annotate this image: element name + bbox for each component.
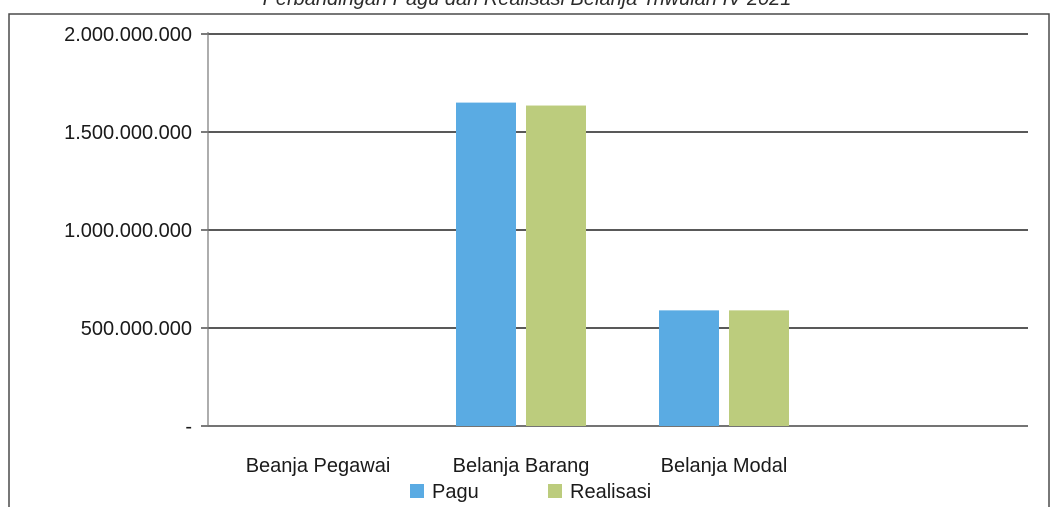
y-tick-label: 500.000.000	[81, 318, 192, 340]
y-tick-label: -	[185, 416, 192, 438]
x-axis-labels: Beanja Pegawai Belanja Barang Belanja Moda…	[246, 455, 788, 477]
chart-border	[8, 13, 1050, 512]
x-category-label: Beanja Pegawai	[246, 455, 391, 477]
bar-realisasi	[729, 310, 789, 426]
y-tick-label: 1.500.000.000	[64, 122, 192, 144]
x-category-label: Belanja Modal	[661, 455, 788, 477]
legend: Pagu Realisasi	[410, 481, 651, 503]
bar-pagu	[456, 102, 516, 426]
legend-swatch	[548, 484, 562, 498]
chart-title: Perbandingan Pagu dan Realisasi Belanja …	[0, 0, 1054, 11]
bar-pagu	[659, 310, 719, 426]
y-tick-label: 1.000.000.000	[64, 220, 192, 242]
legend-label: Realisasi	[570, 481, 651, 503]
bars	[456, 102, 789, 426]
y-tick-label: 2.000.000.000	[64, 24, 192, 46]
legend-label: Pagu	[432, 481, 479, 503]
legend-swatch	[410, 484, 424, 498]
y-axis-ticks: - 500.000.000 1.000.000.000 1.500.000.000 2.…	[64, 24, 192, 438]
bar-realisasi	[526, 105, 586, 426]
gridlines	[201, 32, 1028, 427]
chart-frame	[8, 13, 1050, 512]
x-category-label: Belanja Barang	[453, 455, 590, 477]
